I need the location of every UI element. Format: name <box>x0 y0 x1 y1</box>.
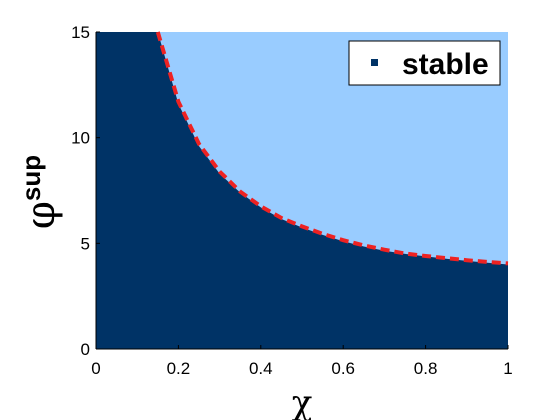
stable-region <box>96 32 508 349</box>
x-tick-label: 1 <box>503 359 512 378</box>
x-tick-label: 0.6 <box>331 359 355 378</box>
y-axis-label: φsup <box>16 155 64 229</box>
legend: stable <box>348 40 501 86</box>
legend-label-stable: stable <box>402 48 489 81</box>
x-tick-label: 0.4 <box>249 359 273 378</box>
y-tick-label: 10 <box>71 129 90 148</box>
legend-box <box>348 40 501 86</box>
y-tick-label: 5 <box>81 234 90 253</box>
x-tick-label: 0.8 <box>414 359 438 378</box>
y-tick-label: 15 <box>71 23 90 42</box>
legend-marker-stable <box>371 59 378 66</box>
y-axis-label-superscript: sup <box>16 155 46 201</box>
y-axis-label-main: φ <box>18 201 64 229</box>
y-tick-label: 0 <box>81 340 90 359</box>
x-tick-label: 0.2 <box>167 359 191 378</box>
x-axis-label: χ <box>292 383 313 420</box>
boundary-dashed-line <box>155 31 509 266</box>
x-tick-label: 0 <box>91 359 100 378</box>
